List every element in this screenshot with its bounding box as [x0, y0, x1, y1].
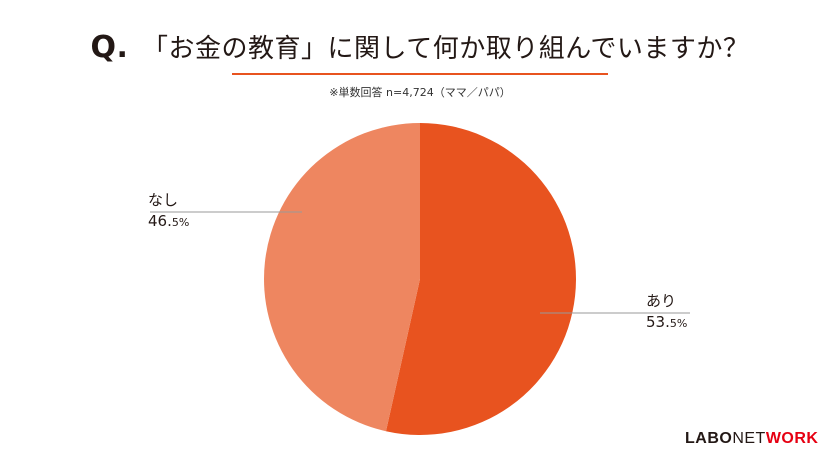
label-no: なし 46.5%	[148, 190, 189, 233]
label-no-name: なし	[148, 191, 179, 209]
title-underline	[232, 73, 608, 75]
page-title: Q. 「お金の教育」に関して何か取り組んでいますか？	[0, 28, 840, 65]
pie-slice-yes	[385, 123, 576, 435]
label-yes-name: あり	[646, 292, 677, 310]
label-no-value: 46.5%	[148, 212, 190, 230]
pie-slice-no	[264, 123, 420, 432]
brand-logo: LABONETWORK	[685, 430, 819, 447]
sample-note: ※単数回答 n=4,724（ママ／パパ）	[329, 86, 511, 99]
label-yes: あり 53.5%	[646, 291, 687, 334]
title-text: 「お金の教育」に関して何か取り組んでいますか？	[142, 34, 750, 64]
label-yes-value: 53.5%	[646, 313, 688, 331]
title-prefix: Q.	[90, 30, 129, 65]
